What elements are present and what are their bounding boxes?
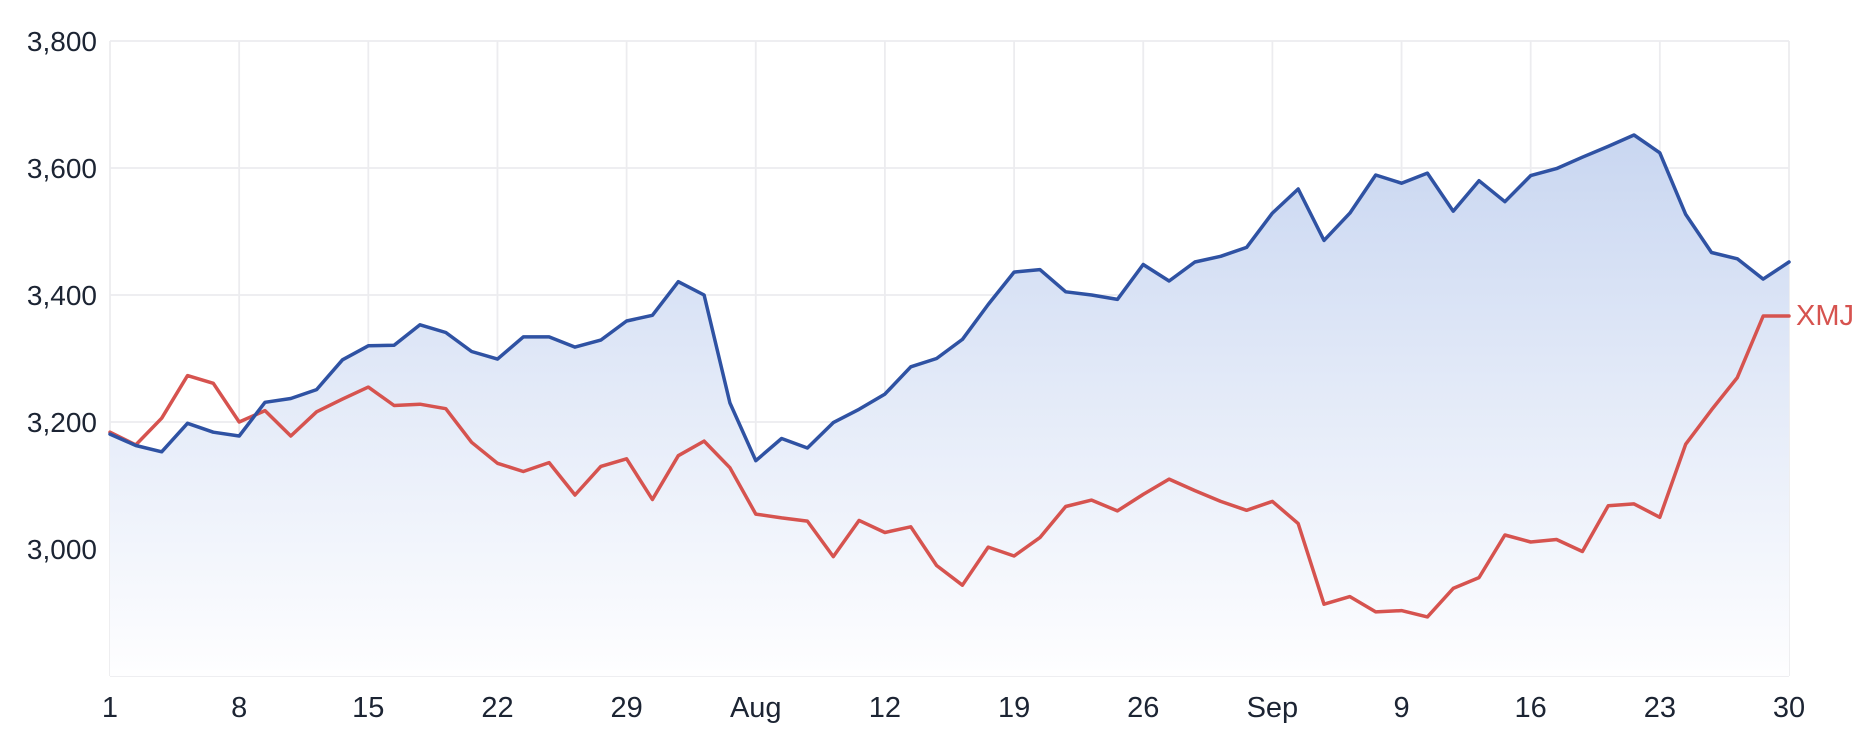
y-axis: 3,800 3,600 3,400 3,200 3,000 — [27, 26, 97, 565]
main-series-line — [108, 133, 1791, 463]
main-series-area — [110, 135, 1789, 676]
x-axis-tick-label: 15 — [352, 692, 384, 724]
x-axis-tick-label: 26 — [1127, 692, 1159, 724]
x-axis-tick-label: 8 — [231, 692, 247, 724]
x-axis-tick-label: 1 — [102, 692, 118, 724]
x-axis-tick-label: 9 — [1393, 692, 1409, 724]
x-axis-tick-label: Aug — [730, 692, 782, 724]
y-axis-tick-label: 3,200 — [27, 407, 97, 438]
x-axis-tick-label: Sep — [1247, 692, 1299, 724]
x-axis-tick-label: 12 — [869, 692, 901, 724]
xmj-series-line — [108, 314, 1791, 619]
y-axis-tick-label: 3,600 — [27, 153, 97, 184]
x-axis-tick-label: 22 — [481, 692, 513, 724]
y-axis-tick-label: 3,400 — [27, 280, 97, 311]
y-axis-tick-label: 3,000 — [27, 534, 97, 565]
y-axis-tick-label: 3,800 — [27, 26, 97, 57]
x-axis-tick-label: 29 — [610, 692, 642, 724]
x-axis-tick-label: 30 — [1773, 692, 1805, 724]
x-axis-tick-label: 23 — [1644, 692, 1676, 724]
x-axis: 1 8 15 22 29 Aug 12 19 26 Sep 9 16 23 30 — [102, 692, 1805, 724]
xmj-series-label: XMJ — [1796, 299, 1854, 332]
x-axis-tick-label: 19 — [998, 692, 1030, 724]
x-axis-tick-label: 16 — [1515, 692, 1547, 724]
